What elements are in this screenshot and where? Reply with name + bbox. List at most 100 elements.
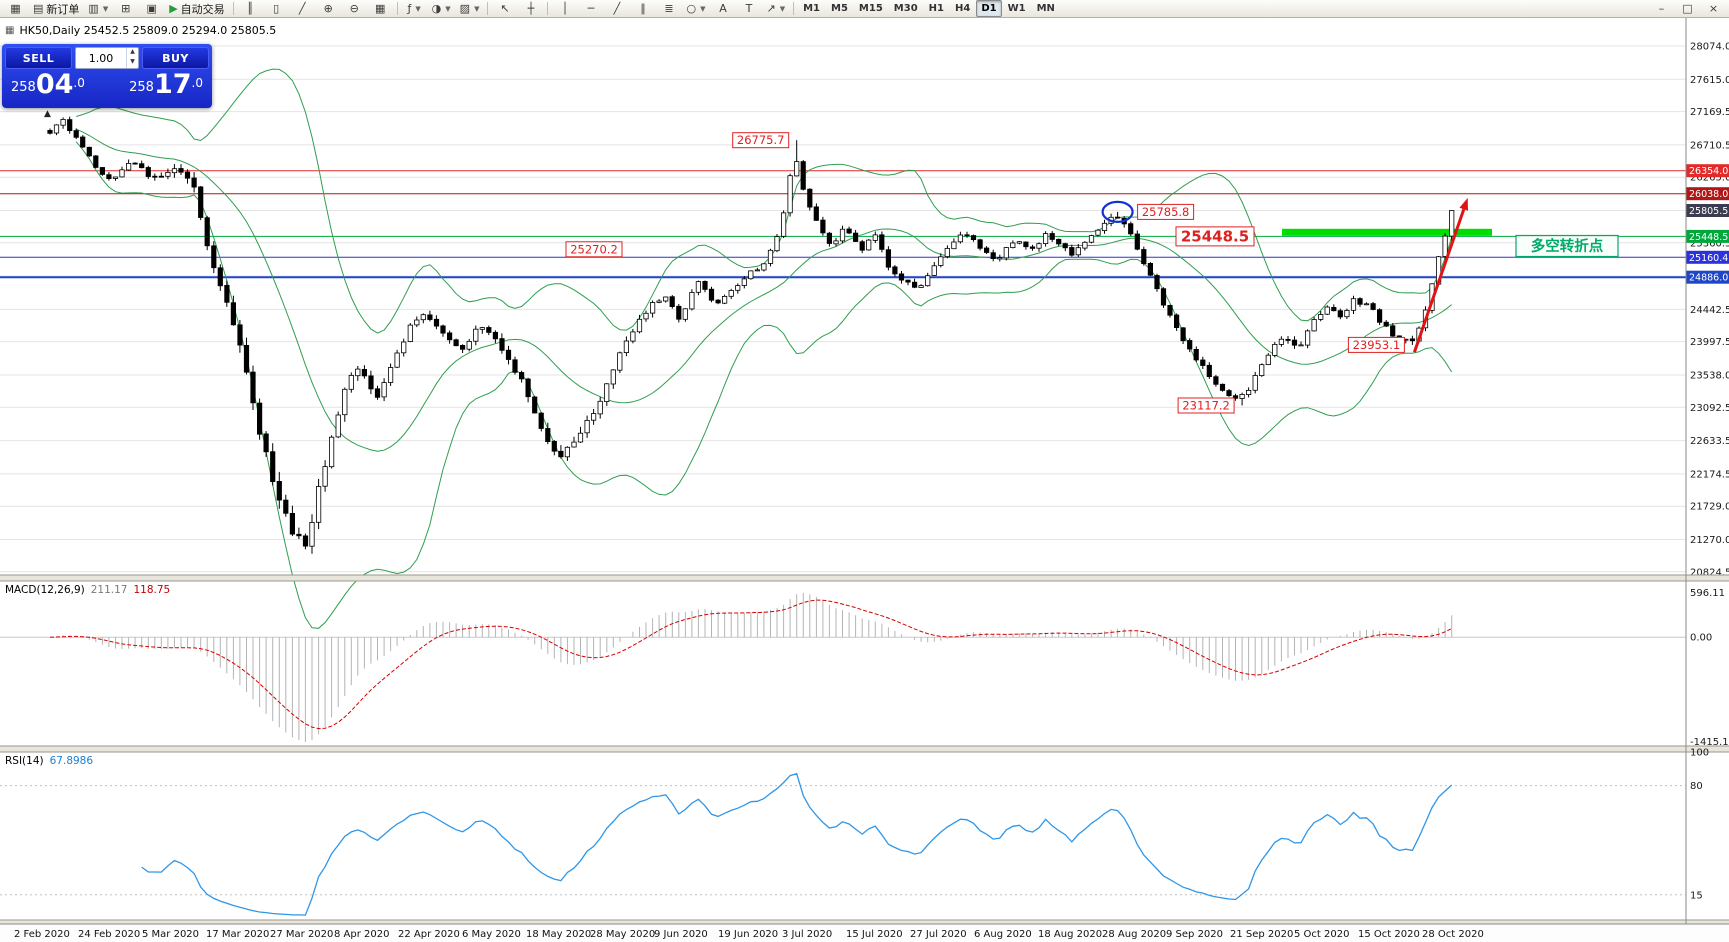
toolbar-separator <box>232 2 234 15</box>
new-order-button[interactable]: ▤ 新订单 <box>29 0 83 18</box>
volume-up-button[interactable]: ▲ <box>130 48 135 55</box>
svg-text:21 Sep 2020: 21 Sep 2020 <box>1230 929 1293 940</box>
timeframe-h4-button[interactable]: H4 <box>955 3 971 14</box>
pane-splitter[interactable] <box>0 746 1729 752</box>
svg-text:26710.5: 26710.5 <box>1690 140 1729 151</box>
cursor-icon[interactable]: ↖ <box>492 0 517 18</box>
svg-text:100: 100 <box>1690 748 1709 759</box>
data-window-icon: ▣ <box>146 1 157 15</box>
rsi-indicator-label: RSI(14) 67.8986 <box>5 755 93 767</box>
one-click-collapse-button[interactable]: ▲ <box>44 109 51 119</box>
text-label-icon[interactable]: T <box>736 0 761 18</box>
templates-icon: ▨ <box>459 1 471 15</box>
market-watch-icon[interactable]: ⊞ <box>113 0 138 18</box>
chart-minimize-button[interactable]: – <box>1649 0 1674 18</box>
ask-price: 258 17.0 <box>129 71 203 99</box>
svg-text:23997.5: 23997.5 <box>1690 337 1729 348</box>
highlight-ellipse[interactable] <box>1101 200 1134 223</box>
chart-close-button[interactable]: × <box>1701 0 1726 18</box>
support-zone-bar[interactable] <box>1282 228 1492 236</box>
templates-icon[interactable]: ▨ ▼ <box>456 0 484 18</box>
chart-area[interactable]: 28074.0 27615.0 27169.5 26710.5 26265.0 25805… <box>0 18 1729 942</box>
data-window-icon[interactable]: ▣ <box>139 0 164 18</box>
horizontal-level-lines[interactable] <box>0 170 1686 279</box>
svg-text:21729.0: 21729.0 <box>1690 502 1729 513</box>
buy-button[interactable]: BUY <box>142 47 209 69</box>
svg-text:-1415.19: -1415.19 <box>1690 737 1729 748</box>
new-chart-icon[interactable]: ▦ <box>3 0 28 18</box>
time-axis[interactable]: 2 Feb 2020 24 Feb 2020 5 Mar 2020 17 Mar 20… <box>0 923 1729 942</box>
autotrading-button[interactable]: ▶ 自动交易 <box>165 0 228 18</box>
svg-text:15 Oct 2020: 15 Oct 2020 <box>1358 929 1420 940</box>
zoom-out-icon[interactable]: ⊖ <box>342 0 367 18</box>
arrows-icon[interactable]: ↗ ▼ <box>762 0 789 18</box>
svg-text:25270.2: 25270.2 <box>570 242 618 256</box>
timeframe-mn-button[interactable]: MN <box>1036 3 1055 14</box>
timeframe-m15-button[interactable]: M15 <box>858 3 883 14</box>
price-annotations[interactable]: 26775.7 25785.8 25448.5 25270.2 23953.1 23117… <box>565 132 1619 414</box>
svg-text:5 Oct 2020: 5 Oct 2020 <box>1294 929 1349 940</box>
chart-profiles-icon[interactable]: ▥ ▼ <box>84 0 112 18</box>
dropdown-caret-icon: ▼ <box>474 4 480 13</box>
tile-windows-icon[interactable]: ▦ <box>368 0 393 18</box>
line-chart-icon: ╱ <box>298 1 306 15</box>
volume-input[interactable] <box>76 48 126 68</box>
candlestick-chart-icon[interactable]: ▯ <box>264 0 289 18</box>
timeframe-m30-button[interactable]: M30 <box>893 3 918 14</box>
shapes-icon[interactable]: ○ ▼ <box>682 0 709 18</box>
timeframe-m5-button[interactable]: M5 <box>831 3 848 14</box>
svg-text:2 Feb 2020: 2 Feb 2020 <box>14 929 70 940</box>
svg-text:15 Jul 2020: 15 Jul 2020 <box>846 929 903 940</box>
fibonacci-icon: ≣ <box>664 1 674 15</box>
chart-restore-button[interactable]: □ <box>1675 0 1700 18</box>
timeframe-m1-button[interactable]: M1 <box>803 3 820 14</box>
dropdown-caret-icon: ▼ <box>102 4 109 13</box>
tile-windows-icon: ▦ <box>374 1 386 15</box>
volume-stepper[interactable]: ▲ ▼ <box>75 47 139 69</box>
periods-icon: ◑ <box>431 1 442 15</box>
timeframe-h1-button[interactable]: H1 <box>928 3 944 14</box>
trend-arrow[interactable] <box>1412 197 1468 353</box>
zoom-out-icon: ⊖ <box>349 1 359 15</box>
svg-text:22633.5: 22633.5 <box>1690 436 1729 447</box>
text-icon[interactable]: A <box>710 0 735 18</box>
vertical-line-icon: │ <box>561 1 569 15</box>
chart-background <box>0 18 1729 942</box>
periods-icon[interactable]: ◑ ▼ <box>428 0 455 18</box>
sell-button[interactable]: SELL <box>5 47 72 69</box>
svg-text:22174.5: 22174.5 <box>1690 469 1729 480</box>
svg-text:0.00: 0.00 <box>1690 633 1712 644</box>
svg-text:20824.5: 20824.5 <box>1690 567 1729 578</box>
svg-text:6 Aug 2020: 6 Aug 2020 <box>974 929 1032 940</box>
svg-text:26038.0: 26038.0 <box>1689 189 1728 200</box>
shapes-icon: ○ <box>686 1 697 15</box>
turning-point-note[interactable]: 多空转折点 <box>1515 234 1619 258</box>
timeframe-w1-button[interactable]: W1 <box>1007 3 1026 14</box>
toolbar-separator <box>547 2 549 15</box>
timeframe-d1-button[interactable]: D1 <box>976 0 1002 17</box>
svg-text:28 Aug 2020: 28 Aug 2020 <box>1102 929 1166 940</box>
svg-text:9 Sep 2020: 9 Sep 2020 <box>1166 929 1223 940</box>
bid-price-suffix: .0 <box>73 76 85 90</box>
pane-splitter[interactable] <box>0 920 1729 924</box>
pane-splitter[interactable] <box>0 575 1729 581</box>
line-chart-icon[interactable]: ╱ <box>290 0 315 18</box>
svg-text:多空转折点: 多空转折点 <box>1531 237 1604 255</box>
svg-text:25785.8: 25785.8 <box>1142 205 1190 219</box>
crosshair-icon[interactable]: ┼ <box>518 0 543 18</box>
volume-down-button[interactable]: ▼ <box>130 58 135 65</box>
indicators-icon[interactable]: ƒ ▼ <box>402 0 427 18</box>
trendline-icon: ╱ <box>613 1 621 15</box>
zoom-in-icon[interactable]: ⊕ <box>316 0 341 18</box>
trendline-icon[interactable]: ╱ <box>604 0 629 18</box>
bar-chart-icon[interactable]: ║ <box>238 0 263 18</box>
equidistant-channel-icon[interactable]: ∥ <box>630 0 655 18</box>
svg-text:18 May 2020: 18 May 2020 <box>526 929 591 940</box>
horizontal-line-icon[interactable]: ─ <box>578 0 603 18</box>
fibonacci-icon[interactable]: ≣ <box>656 0 681 18</box>
svg-text:28074.0: 28074.0 <box>1690 42 1729 53</box>
svg-text:25360.5: 25360.5 <box>1690 238 1729 249</box>
vertical-line-icon[interactable]: │ <box>552 0 577 18</box>
macd-indicator-label: MACD(12,26,9) 211.17 118.75 <box>5 584 170 596</box>
equidistant-channel-icon: ∥ <box>640 1 646 15</box>
